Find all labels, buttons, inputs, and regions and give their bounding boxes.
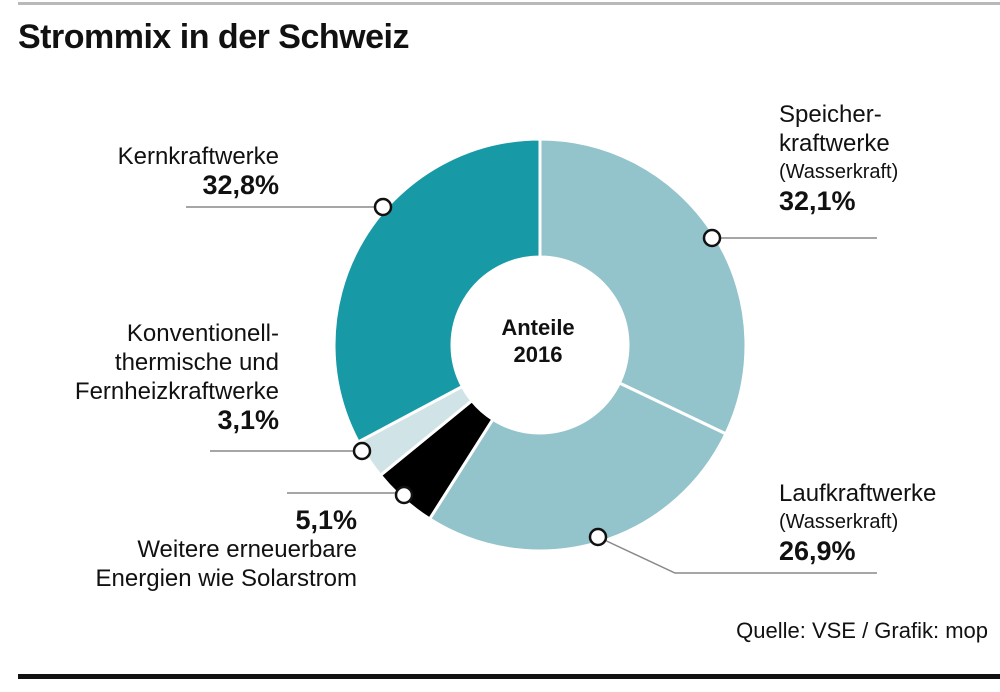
label-weitere: 5,1% Weitere erneuerbare Energien wie So… xyxy=(96,506,357,593)
label-weitere-name-1: Weitere erneuerbare xyxy=(137,536,357,563)
marker-laufkraftwerke xyxy=(588,527,608,547)
marker-konventionell xyxy=(352,441,372,461)
label-konventionell: Konventionell- thermische und Fernheizkr… xyxy=(75,319,279,435)
label-lauf-sub: (Wasserkraft) xyxy=(779,511,899,533)
marker-weitere-erneuerbare xyxy=(394,485,414,505)
label-speicher-name-1: Speicher- xyxy=(779,101,882,128)
center-label-line-2: 2016 xyxy=(513,342,563,367)
slice-laufkraftwerke xyxy=(427,380,728,553)
label-speicher-pct: 32,1% xyxy=(779,186,856,216)
label-kern-name: Kernkraftwerke xyxy=(117,143,279,170)
top-rule xyxy=(18,2,1000,5)
chart-title: Strommix in der Schweiz xyxy=(18,18,409,56)
label-konv-pct: 3,1% xyxy=(217,405,279,435)
label-weitere-pct: 5,1% xyxy=(295,505,357,535)
label-konv-name-1: Konventionell- xyxy=(126,320,279,347)
slice-speicherkraftwerke xyxy=(538,137,748,436)
bottom-rule xyxy=(18,674,1000,679)
label-speicher-name-2: kraftwerke xyxy=(779,130,890,157)
center-label: Anteile 2016 xyxy=(473,314,603,368)
leader-laufkraftwerke xyxy=(597,536,877,574)
marker-speicherkraftwerke xyxy=(702,228,722,248)
label-lauf-pct: 26,9% xyxy=(779,536,856,566)
marker-kernkraftwerke xyxy=(373,197,393,217)
center-label-line-1: Anteile xyxy=(501,315,575,340)
label-konv-name-3: Fernheizkraftwerke xyxy=(74,378,279,405)
label-lauf-name: Laufkraftwerke xyxy=(779,480,937,507)
label-kern-pct: 32,8% xyxy=(202,170,279,200)
label-weitere-name-2: Energien wie Solarstrom xyxy=(95,565,357,592)
label-speicherkraftwerke: Speicher- kraftwerke (Wasserkraft) 32,1% xyxy=(779,100,898,216)
label-konv-name-2: thermische und xyxy=(114,349,279,376)
label-speicher-sub: (Wasserkraft) xyxy=(779,161,899,183)
label-laufkraftwerke: Laufkraftwerke (Wasserkraft) 26,9% xyxy=(779,479,936,566)
slice-kernkraftwerke xyxy=(332,137,542,444)
source-note: Quelle: VSE / Grafik: mop xyxy=(736,618,988,643)
label-kernkraftwerke: Kernkraftwerke 32,8% xyxy=(118,142,279,200)
